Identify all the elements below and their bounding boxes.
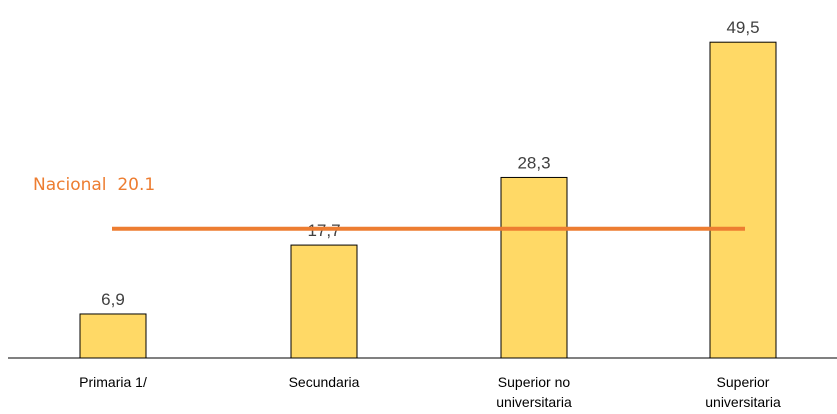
category-labels-layer: Primaria 1/Secundaria Superior no universi… <box>79 374 781 410</box>
bars-layer <box>79 41 777 359</box>
category-label-2: Secundaria <box>289 374 360 390</box>
bar-3 <box>500 176 568 359</box>
value-label-4: 49,5 <box>726 18 759 37</box>
value-label-1: 6,9 <box>101 290 125 309</box>
category-label-4: Superior universitaria <box>705 374 781 410</box>
value-labels-layer: 6,917,728,349,5 <box>101 18 759 309</box>
category-label-1: Primaria 1/ <box>79 374 147 390</box>
bar-2 <box>290 244 358 359</box>
bar-1 <box>79 313 147 359</box>
bar-4 <box>709 41 777 359</box>
category-label-3: Superior no universitaria <box>496 374 572 410</box>
national-reference-label: Nacional 20.1 <box>33 175 155 195</box>
value-label-3: 28,3 <box>517 153 550 172</box>
